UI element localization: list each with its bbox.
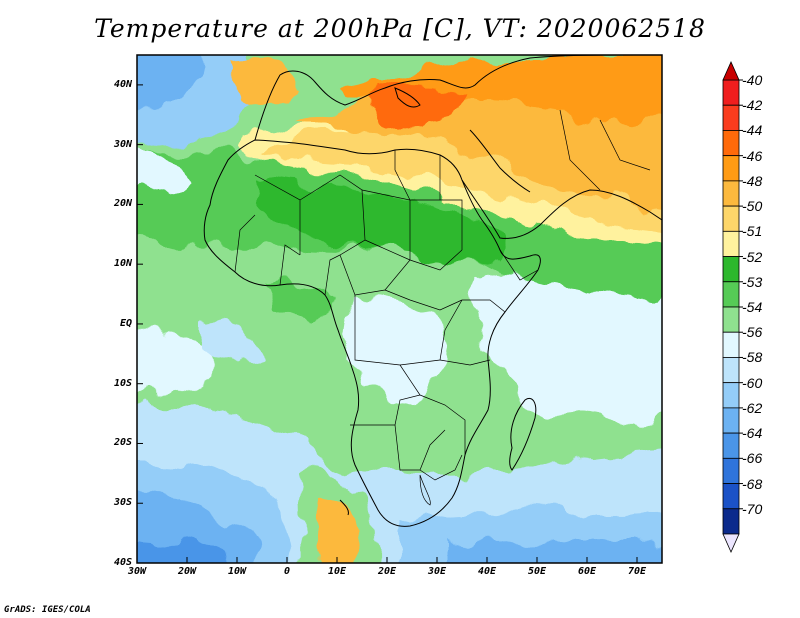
colorbar-swatch xyxy=(722,79,740,106)
colorbar-label: -56 xyxy=(742,324,763,341)
colorbar-label: -52 xyxy=(742,248,763,265)
colorbar-swatch xyxy=(722,357,740,384)
lat-label: 20S xyxy=(113,437,132,449)
colorbar-label: -58 xyxy=(742,349,763,366)
colorbar-label: -68 xyxy=(742,475,763,492)
lat-label: EQ xyxy=(119,317,132,329)
lat-label: 30S xyxy=(113,497,132,509)
colorbar-swatch xyxy=(722,205,740,232)
colorbar-swatch xyxy=(722,155,740,182)
colorbar-swatch xyxy=(722,382,740,409)
colorbar-swatch xyxy=(722,483,740,510)
colorbar-swatch xyxy=(722,508,740,535)
lon-label: 10E xyxy=(327,566,347,577)
colorbar-swatch xyxy=(722,130,740,157)
colorbar-label: -50 xyxy=(742,198,763,215)
lon-label: 0 xyxy=(283,566,291,577)
map-frame xyxy=(136,54,663,564)
colorbar-swatch xyxy=(722,256,740,283)
lon-label: 30W xyxy=(127,566,147,577)
colorbar-swatch xyxy=(722,407,740,434)
coastlines xyxy=(203,55,662,527)
colorbar-swatch xyxy=(722,457,740,484)
colorbar-swatch xyxy=(722,180,740,207)
colorbar-label: -60 xyxy=(742,374,763,391)
lon-label: 40E xyxy=(477,566,497,577)
page-title: Temperature at 200hPa [C], VT: 202006251… xyxy=(94,14,706,43)
lat-label: 30N xyxy=(113,138,132,150)
colorbar-label: -42 xyxy=(742,97,763,114)
lat-label: 10S xyxy=(113,377,132,389)
colorbar-label: -40 xyxy=(742,72,763,88)
colorbar-swatch xyxy=(722,331,740,358)
credit-text: GrADS: IGES/COLA xyxy=(4,605,91,615)
colorbar-label: -66 xyxy=(742,450,763,467)
colorbar-label: -62 xyxy=(742,399,763,416)
colorbar-bottom-arrow xyxy=(722,533,740,553)
colorbar-swatch xyxy=(722,104,740,131)
lat-label: 20N xyxy=(113,198,132,210)
lon-label: 30E xyxy=(427,566,447,577)
colorbar-label: -70 xyxy=(742,500,763,517)
country-borders xyxy=(234,109,651,506)
colorbar-swatch xyxy=(722,230,740,257)
colorbar-label: -53 xyxy=(742,273,763,290)
colorbar-label: -64 xyxy=(742,425,763,442)
lon-label: 20W xyxy=(177,566,197,577)
lat-label: 10N xyxy=(113,258,132,270)
lon-label: 50E xyxy=(527,566,547,577)
lat-label: 40S xyxy=(113,557,132,568)
lat-label: 40N xyxy=(113,78,132,90)
lon-label: 20E xyxy=(377,566,397,577)
colorbar-top-arrow xyxy=(722,61,740,81)
colorbar-label: -51 xyxy=(742,223,763,240)
lon-label: 60E xyxy=(577,566,597,577)
axis-ticks xyxy=(136,84,638,564)
lon-label: 10W xyxy=(227,566,247,577)
lon-label: 70E xyxy=(627,566,647,577)
colorbar-label: -46 xyxy=(742,147,763,164)
colorbar-label: -44 xyxy=(742,122,763,139)
colorbar-swatch xyxy=(722,432,740,459)
colorbar-swatch xyxy=(722,281,740,308)
colorbar-label: -54 xyxy=(742,299,763,315)
colorbar-swatch xyxy=(722,306,740,333)
colorbar-label: -48 xyxy=(742,172,763,189)
